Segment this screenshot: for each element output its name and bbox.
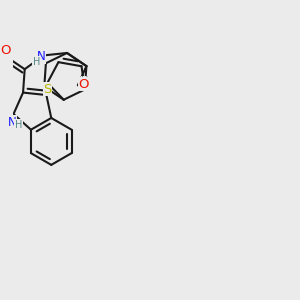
Text: S: S xyxy=(43,83,52,96)
Text: H: H xyxy=(33,57,40,67)
Text: O: O xyxy=(0,44,11,57)
Text: H: H xyxy=(15,120,22,130)
Text: N: N xyxy=(36,50,45,63)
Text: N: N xyxy=(8,116,16,128)
Text: O: O xyxy=(78,78,89,91)
Text: H: H xyxy=(81,76,88,86)
